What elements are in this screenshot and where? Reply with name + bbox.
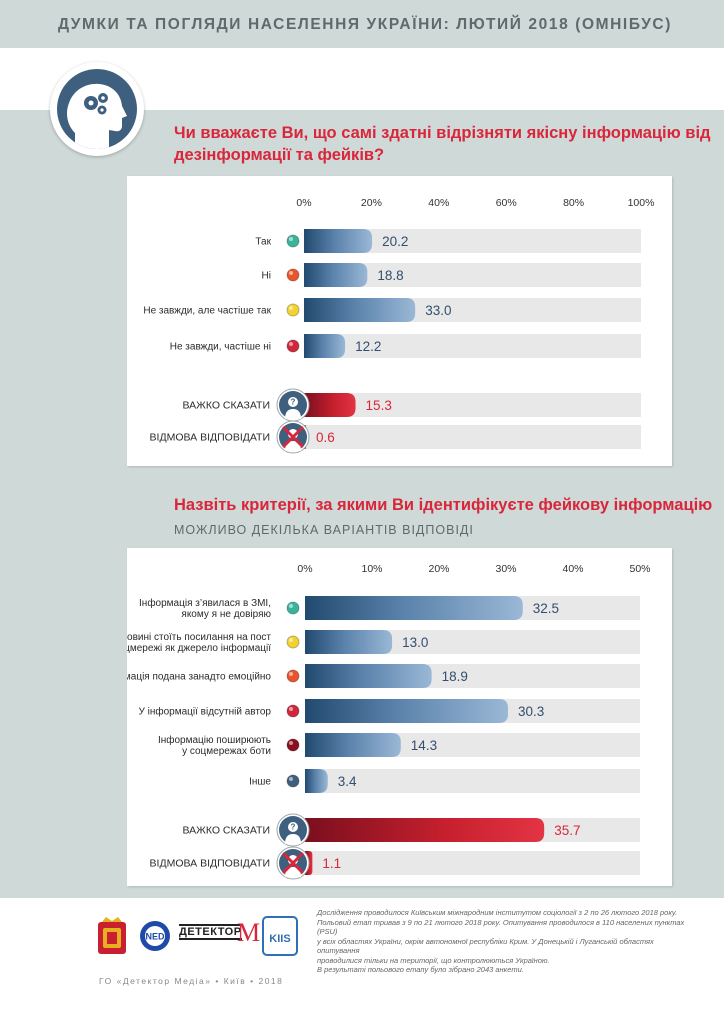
kiis-logo: KIIS [262,916,298,956]
head-gears-logo [50,62,144,156]
bar [305,596,523,620]
legend-dot [286,268,300,282]
category-label: ВІДМОВА ВІДПОВІДАТИ [150,432,270,444]
bar-track [304,425,641,449]
ned-logo: NED [140,921,170,951]
legend-dot [286,669,300,683]
svg-text:?: ? [291,398,296,407]
chart2-subtitle: МОЖЛИВО ДЕКІЛЬКА ВАРІАНТІВ ВІДПОВІДІ [174,523,474,537]
publisher-line: ГО «Детектор Медіа» • Київ • 2018 [99,976,284,986]
header-bar: ДУМКИ ТА ПОГЛЯДИ НАСЕЛЕННЯ УКРАЇНИ: ЛЮТИ… [0,0,724,48]
data-label: 12.2 [355,339,381,354]
methodology-note: Дослідження проводилося Київським міжнар… [317,908,697,975]
axis-tick-label: 40% [562,563,583,575]
category-label: ВІДМОВА ВІДПОВІДАТИ [150,858,270,870]
axis-tick-label: 10% [361,563,382,575]
data-label: 1.1 [322,856,341,871]
category-label: ВАЖКО СКАЗАТИ [182,400,270,412]
chart1-panel: 0% 20% 40% 60% 80% 100% 20.2 Так 18.8 Ні 33.0 Не за… [127,176,672,466]
legend-dot [286,339,300,353]
axis-tick-label: 20% [361,197,382,209]
bar-track [305,851,640,875]
data-label: 13.0 [402,635,428,650]
ned-logo-text: NED [145,932,165,942]
legend-dot [286,234,300,248]
category-label: У новині стоїть посилання на посту соцме… [127,632,271,654]
data-label: 15.3 [366,398,392,413]
category-label: Інше [249,777,271,788]
note-line: Польовий етап тривав з 9 по 21 лютого 20… [317,917,685,937]
data-label: 0.6 [316,430,335,445]
legend-dot [286,601,300,615]
axis-tick-label: 0% [297,563,312,575]
data-label: 18.9 [442,669,468,684]
legend-dot [286,635,300,649]
dont-know-person-icon: ? [276,813,310,847]
chart1-title: Чи вважаєте Ви, що самі здатні відрізнят… [174,124,711,164]
kiis-logo-text: KIIS [269,933,290,945]
bar-track [304,393,641,417]
category-label: У інформації відсутній автор [139,706,272,718]
bar [304,229,373,253]
category-label: Інформація з’явилася в ЗМІ, якому я не до… [139,597,271,620]
category-label: Так [255,237,271,248]
dont-know-person-icon: ? [276,388,310,422]
bar [305,769,328,793]
bar [305,733,401,757]
bar [305,664,432,688]
bar [304,393,356,417]
detector-media-logo: ДЕТЕКТОР M [179,918,269,948]
axis-tick-label: 80% [563,197,584,209]
detector-logo-text: ДЕТЕКТОР [179,924,242,940]
svg-text:?: ? [291,823,296,832]
head-gears-icon [67,83,127,149]
bar [304,298,416,322]
category-label: Інформація подана занадто емоційно [127,671,271,683]
category-label: Не завжди, але частіше так [143,306,271,317]
axis-tick-label: 20% [428,563,449,575]
bar [304,263,368,287]
axis-tick-label: 100% [628,197,655,209]
chart2-title: Назвіть критерії, за якими Ви ідентифіку… [174,496,713,514]
legend-dot [286,774,300,788]
bar [304,334,346,358]
category-label: Інформацію поширюють у соцмережах боти [158,734,271,757]
category-label: Не завжди, частіше ні [170,342,271,353]
legend-dot [286,738,300,752]
chart2-svg: 0% 10% 20% 30% 40% 50% 32.5 Інформація з’явилас… [127,563,651,880]
data-label: 30.3 [518,704,544,719]
chart2-panel: 0% 10% 20% 30% 40% 50% 32.5 Інформація з’явилас… [127,548,672,886]
data-label: 14.3 [411,738,437,753]
category-label: ВАЖКО СКАЗАТИ [182,825,270,837]
category-label: Ні [262,271,271,282]
note-line: В результаті польового етапу було зібран… [317,965,524,974]
axis-tick-label: 30% [495,563,516,575]
data-label: 33.0 [425,303,451,318]
data-label: 32.5 [533,601,559,616]
bar-track [305,769,640,793]
bar-track [304,334,641,358]
chart1-svg: 0% 20% 40% 60% 80% 100% 20.2 Так 18.8 Ні 33.0 Не за… [143,197,655,454]
page-title: ДУМКИ ТА ПОГЛЯДИ НАСЕЛЕННЯ УКРАЇНИ: ЛЮТИ… [57,16,672,33]
refusal-person-icon [276,846,310,880]
legend-dot [286,303,300,317]
bar [305,699,509,723]
refusal-person-icon [276,420,310,454]
data-label: 20.2 [382,234,408,249]
data-label: 18.8 [377,268,403,283]
legend-dot [286,704,300,718]
data-label: 35.7 [554,823,580,838]
axis-tick-label: 60% [496,197,517,209]
bar [305,818,545,842]
note-line: Дослідження проводилося Київським міжнар… [317,908,678,917]
data-label: 3.4 [338,774,357,789]
note-line: у всіх областях України, окрім автономно… [317,936,654,956]
axis-tick-label: 0% [296,197,311,209]
bar [305,630,393,654]
denmark-coat-of-arms-logo [98,917,126,954]
axis-tick-label: 40% [428,197,449,209]
detector-logo-m: M [237,918,261,947]
axis-tick-label: 50% [629,563,650,575]
note-line: проводилися тільки на території, що конт… [317,955,550,965]
